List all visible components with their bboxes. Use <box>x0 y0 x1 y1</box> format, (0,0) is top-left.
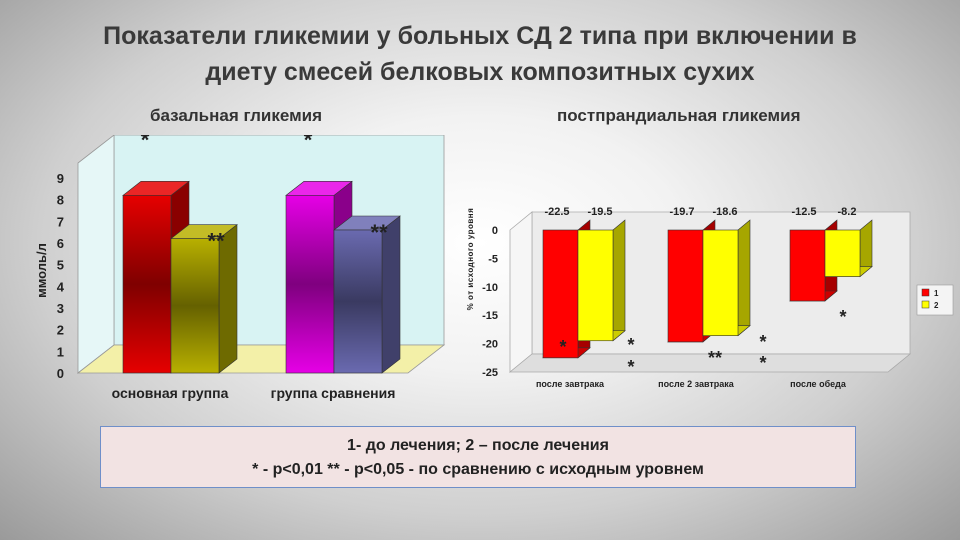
category-label: после 2 завтрака <box>658 379 735 389</box>
significance-mark: * <box>627 357 634 377</box>
postprandial-glycemia-chart: 0 -5 -10 -15 -20 -25 % от исходного уровня -22.… <box>466 206 954 389</box>
category-label: основная группа <box>112 385 229 401</box>
y-tick-label: -20 <box>482 339 498 351</box>
data-label: -8.2 <box>838 206 857 218</box>
category-label: после завтрака <box>536 379 605 389</box>
title-line-1: Показатели гликемии у больных СД 2 типа … <box>103 22 857 50</box>
y-tick-label: -5 <box>488 253 498 265</box>
legend-label: 2 <box>934 301 939 310</box>
data-label: -12.5 <box>791 206 816 218</box>
legend: 12 <box>916 284 954 316</box>
category-label: группа сравнения <box>271 385 396 401</box>
y-tick-label: 8 <box>57 193 64 208</box>
side-wall <box>509 211 533 373</box>
y-axis-label: % от исходного уровня <box>466 208 475 311</box>
y-tick-label: 0 <box>57 366 64 381</box>
y-tick-label: 6 <box>57 236 64 251</box>
y-tick-label: 0 <box>492 225 498 237</box>
bar-1-series-2 <box>577 219 626 342</box>
significance-mark: * <box>141 135 150 152</box>
legend-note-line-2: * - p<0,01 ** - p<0,05 - по сравнению с … <box>252 461 704 478</box>
significance-mark: * <box>839 307 846 327</box>
y-tick-label: 9 <box>57 171 64 186</box>
y-tick-label: -15 <box>482 310 498 322</box>
slide-title: Показатели гликемии у больных СД 2 типа … <box>40 18 920 90</box>
significance-mark: * <box>759 353 766 373</box>
side-wall <box>77 135 115 374</box>
significance-mark: ** <box>370 220 388 245</box>
category-label: после обеда <box>790 379 847 389</box>
bar-1 <box>122 180 190 374</box>
legend-swatch <box>921 300 930 309</box>
bar-2-series-2 <box>702 219 751 337</box>
significance-mark: * <box>759 332 766 352</box>
y-axis-label: ммоль/л <box>34 243 49 298</box>
data-label: -19.7 <box>669 206 694 218</box>
y-tick-label: -25 <box>482 367 498 379</box>
y-tick-label: 5 <box>57 258 64 273</box>
y-tick-label: 2 <box>57 323 64 338</box>
y-tick-label: -10 <box>482 282 498 294</box>
bar-3-series-2 <box>824 219 873 278</box>
y-tick-label: 1 <box>57 344 64 359</box>
legend-note-box: 1- до лечения; 2 – после лечения * - p<0… <box>100 426 856 488</box>
legend-label: 1 <box>934 289 939 298</box>
significance-mark: ** <box>708 348 722 368</box>
significance-mark: * <box>304 135 313 152</box>
y-tick-label: 4 <box>57 279 65 294</box>
significance-mark: * <box>559 337 566 357</box>
bar-3-series-1 <box>789 219 838 302</box>
data-label: -19.5 <box>587 206 612 218</box>
significance-mark: * <box>627 335 634 355</box>
significance-mark: ** <box>207 229 225 254</box>
bar-2 <box>170 224 238 374</box>
subtitle-postprandial: постпрандиальная гликемия <box>557 106 801 125</box>
title-line-2: диету смесей белковых композитных сухих <box>205 58 755 86</box>
y-tick-label: 7 <box>57 214 64 229</box>
bar-4 <box>333 215 401 374</box>
legend-swatch <box>921 288 930 297</box>
data-label: -22.5 <box>544 206 569 218</box>
subtitle-basal: базальная гликемия <box>150 106 323 125</box>
data-label: -18.6 <box>712 206 737 218</box>
legend-note-line-1: 1- до лечения; 2 – после лечения <box>347 437 609 454</box>
floor <box>508 353 912 373</box>
y-tick-label: 3 <box>57 301 64 316</box>
